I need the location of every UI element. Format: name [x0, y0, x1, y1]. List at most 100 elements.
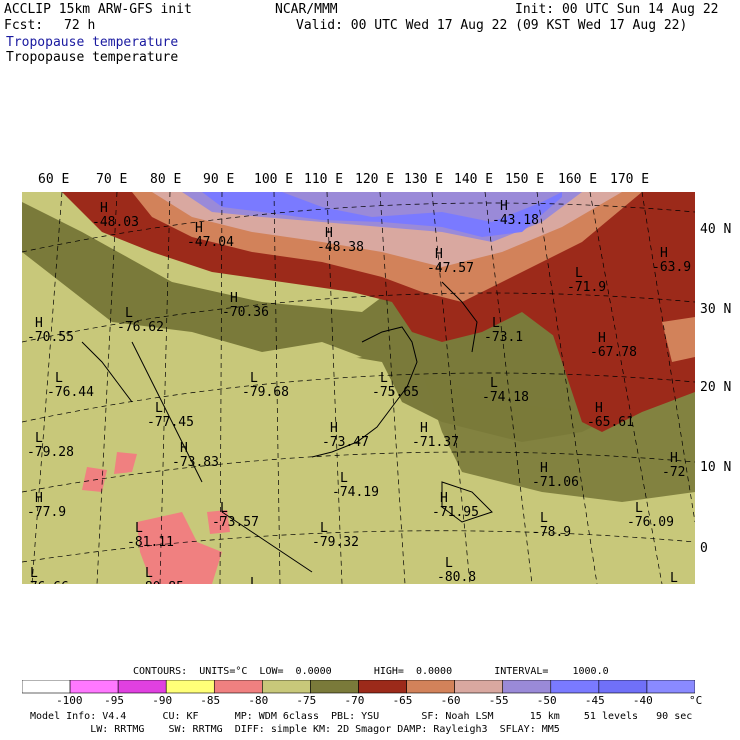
- contours-info: CONTOURS: UNITS=°C LOW= 0.0000 HIGH= 0.0…: [133, 666, 609, 677]
- extremum-type: L: [540, 511, 548, 526]
- legend-swatch: [22, 680, 71, 694]
- lon-label: 150 E: [505, 172, 545, 187]
- legend-swatch: [310, 680, 359, 694]
- region-pacific-orange: [662, 317, 695, 362]
- fcst-label: Fcst:: [4, 18, 44, 33]
- extremum-value: -79.32: [312, 535, 359, 550]
- extremum-type: L: [340, 471, 348, 486]
- extremum-value: -79.68: [242, 385, 289, 400]
- extremum-value: -47.57: [427, 261, 474, 276]
- extremum-value: -43.18: [492, 213, 539, 228]
- coastline-east-asia: [311, 326, 418, 458]
- model-info-line2: LW: RRTMG SW: RRTMG DIFF: simple KM: 2D …: [30, 724, 560, 735]
- legend-value: -45: [584, 694, 605, 707]
- coastline-japan: [441, 281, 478, 353]
- coastline-arabia: [81, 341, 133, 403]
- extremum-type: L: [135, 521, 143, 536]
- lon-label: 100 E: [254, 172, 294, 187]
- model-title: ACCLIP 15km ARW-GFS init: [4, 2, 192, 17]
- extremum-value: -77.9: [27, 505, 66, 520]
- extremum-value: -65.61: [587, 415, 634, 430]
- coastline-philippines: [441, 481, 493, 523]
- lat-label: 0: [700, 541, 708, 556]
- extremum-type: L: [30, 566, 38, 581]
- extremum-value: -73.57: [212, 515, 259, 530]
- extremum-type: H: [435, 247, 443, 262]
- extremum-type: L: [220, 501, 228, 516]
- color-legend: [22, 680, 695, 694]
- extremum-value: -48.38: [317, 240, 364, 255]
- extremum-type: L: [250, 576, 258, 584]
- lat-label: 40 N: [700, 222, 732, 237]
- legend-value: -60: [440, 694, 461, 707]
- extremum-type: H: [35, 316, 43, 331]
- legend-swatch: [406, 680, 455, 694]
- lon-label: 140 E: [454, 172, 494, 187]
- lon-label: 60 E: [38, 172, 70, 187]
- legend-value: -80: [248, 694, 269, 707]
- contoured-field-name: Tropopause temperature: [6, 50, 179, 65]
- lon-label: 90 E: [203, 172, 235, 187]
- extremum-type: L: [492, 316, 500, 331]
- legend-value: -65: [392, 694, 413, 707]
- extremum-type: H: [670, 451, 678, 466]
- extremum-type: H: [330, 421, 338, 436]
- extremum-type: H: [420, 421, 428, 436]
- model-info-line1: Model Info: V4.4 CU: KF MP: WDM 6class P…: [30, 711, 693, 722]
- lon-label: 110 E: [304, 172, 344, 187]
- init-time: Init: 00 UTC Sun 14 Aug 22: [515, 2, 719, 17]
- extremum-type: L: [125, 306, 133, 321]
- extremum-value: -80.8: [437, 570, 476, 584]
- region-pacific-red: [552, 302, 695, 432]
- lat-label: 10 N: [700, 460, 732, 475]
- extremum-value: -63.9: [652, 260, 691, 275]
- lon-label: 120 E: [355, 172, 395, 187]
- org-label: NCAR/MMM: [275, 2, 338, 17]
- extremum-type: H: [100, 201, 108, 216]
- tropopause-temperature-map: H-48.03 H-47.04H-48.38 H-47.57H-43.18H-63.…: [22, 192, 695, 584]
- extremum-type: L: [145, 566, 153, 581]
- lon-label: 70 E: [96, 172, 128, 187]
- valid-time: Valid: 00 UTC Wed 17 Aug 22 (09 KST Wed …: [296, 18, 688, 33]
- extremum-value: -74.18: [482, 390, 529, 405]
- cold-patch-1: [114, 452, 137, 474]
- extremum-value: -81.11: [127, 535, 174, 550]
- extremum-type: H: [598, 331, 606, 346]
- extremum-type: L: [35, 431, 43, 446]
- legend-value: -90: [152, 694, 173, 707]
- lat-label: 30 N: [700, 302, 732, 317]
- legend-value: -40: [632, 694, 653, 707]
- lat-label: 20 N: [700, 380, 732, 395]
- extremum-value: -48.03: [92, 215, 139, 230]
- extremum-value: -74.19: [332, 485, 379, 500]
- extremum-value: -71.95: [432, 505, 479, 520]
- extremum-value: -73.1: [484, 330, 523, 345]
- extremum-value: -79.28: [27, 445, 74, 460]
- extremum-type: L: [490, 376, 498, 391]
- legend-swatch: [117, 680, 167, 694]
- region-blue: [202, 192, 562, 237]
- coastline-indochina: [221, 511, 313, 573]
- legend-swatch: [502, 680, 552, 694]
- extremum-value: -76.62: [117, 320, 164, 335]
- extremum-value: -47.04: [187, 235, 234, 250]
- extremum-value: -71.06: [532, 475, 579, 490]
- extremum-type: L: [635, 501, 643, 516]
- extremum-value: -80.85: [137, 580, 184, 584]
- extremum-type: H: [230, 291, 238, 306]
- extremum-value: -71.9: [567, 280, 606, 295]
- lon-label: 170 E: [610, 172, 650, 187]
- legend-swatch: [358, 680, 407, 694]
- legend-swatch: [550, 680, 600, 694]
- cold-patch-4: [207, 510, 230, 534]
- extremum-type: L: [670, 571, 678, 584]
- lon-label: 160 E: [558, 172, 598, 187]
- extremum-type: H: [440, 491, 448, 506]
- colored-field-name: Tropopause temperature: [6, 35, 179, 50]
- extremum-value: -67.78: [590, 345, 637, 360]
- extremum-type: L: [155, 401, 163, 416]
- extremum-type: H: [35, 491, 43, 506]
- extremum-value: -76.66: [22, 580, 69, 584]
- extremum-type: L: [380, 371, 388, 386]
- legend-swatch: [69, 680, 119, 694]
